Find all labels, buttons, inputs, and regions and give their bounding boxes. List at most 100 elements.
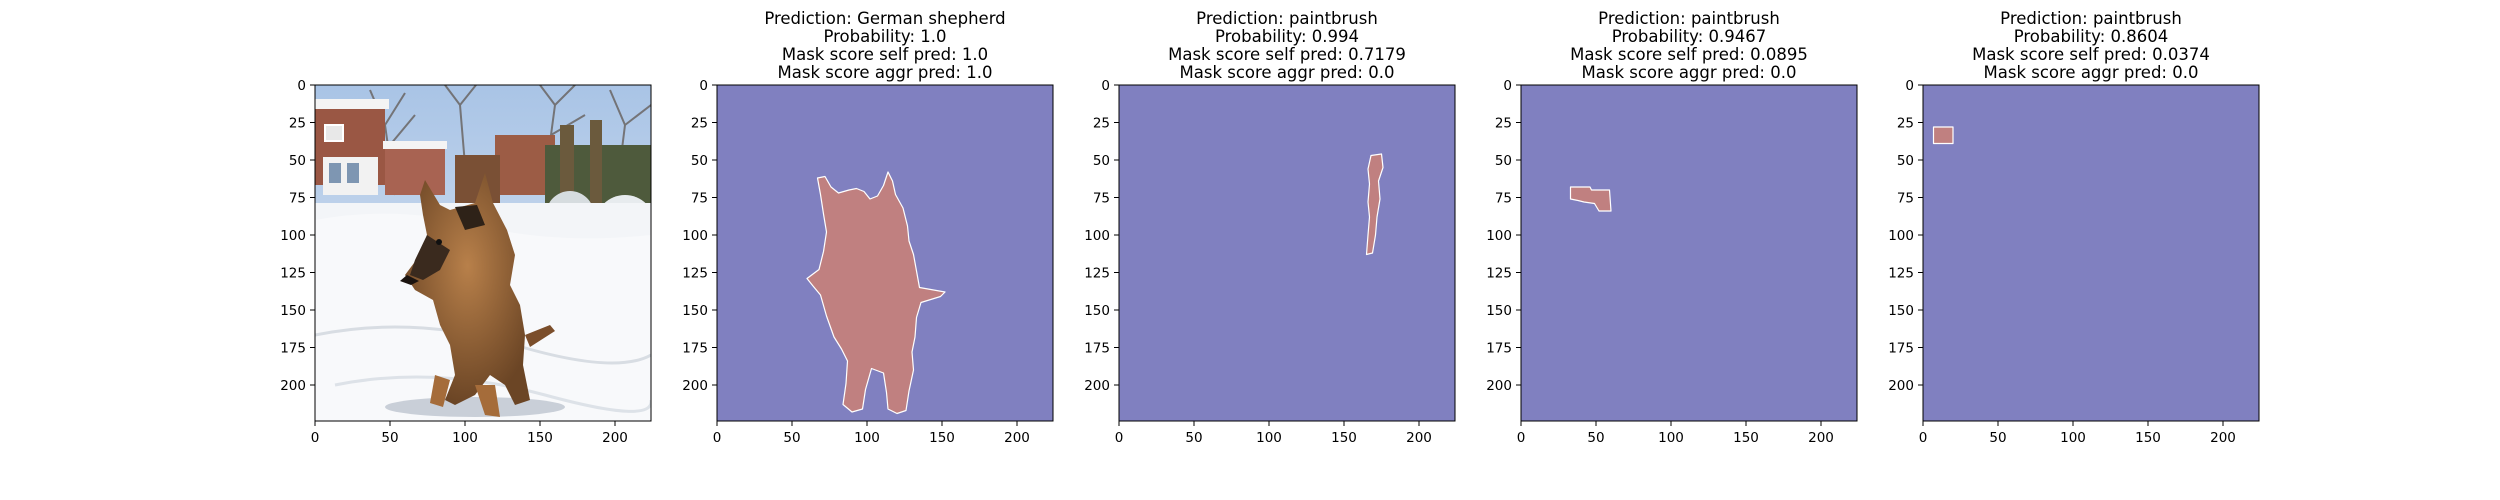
mask-panel-1: 0 50 100 150 200 0 25 50 75 100 125 150 175 200 Predic…: [682, 9, 1054, 446]
panel-title-line: Mask score aggr pred: 0.0: [1984, 63, 2199, 82]
y-tick-label: 100: [1084, 228, 1110, 244]
y-tick-label: 0: [297, 78, 306, 94]
photo-panel: 0 50 100 150 200 0 25 50 75 100 125 150 175 200: [280, 78, 652, 446]
y-tick-label: 125: [280, 266, 306, 282]
y-tick-label: 200: [280, 378, 306, 394]
x-tick-label: 100: [854, 430, 880, 446]
x-tick-label: 200: [1406, 430, 1432, 446]
x-tick-label: 50: [1587, 430, 1604, 446]
x-tick-label: 50: [381, 430, 398, 446]
y-tick-label: 175: [1486, 341, 1512, 357]
x-tick-label: 200: [602, 430, 628, 446]
y-tick-label: 0: [699, 78, 708, 94]
panel-title-line: Mask score self pred: 0.0374: [1972, 45, 2210, 64]
mask-panel-4: 0 50 100 150 200 0 25 50 75 100 125 150 175 200 Predic…: [1888, 9, 2260, 446]
y-tick-label: 150: [1486, 303, 1512, 319]
y-tick-label: 50: [691, 153, 708, 169]
panel-title-line: Mask score aggr pred: 0.0: [1582, 63, 1797, 82]
mask-region: [1569, 186, 1612, 212]
panel-title-line: Prediction: paintbrush: [2000, 9, 2182, 28]
x-tick-label: 50: [783, 430, 800, 446]
y-tick-label: 175: [682, 341, 708, 357]
x-tick-label: 0: [1115, 430, 1124, 446]
y-tick-label: 125: [1084, 266, 1110, 282]
x-tick-label: 150: [1733, 430, 1759, 446]
y-tick-label: 0: [1503, 78, 1512, 94]
y-tick-label: 100: [280, 228, 306, 244]
y-tick-label: 75: [1495, 191, 1512, 207]
y-tick-label: 75: [1897, 191, 1914, 207]
y-tick-label: 25: [289, 116, 306, 132]
y-tick-label: 0: [1905, 78, 1914, 94]
y-tick-label: 150: [1084, 303, 1110, 319]
panel-title-line: Probability: 0.8604: [2014, 27, 2169, 46]
y-tick-label: 75: [691, 191, 708, 207]
mask-background: [1119, 85, 1455, 421]
mask-region: [1365, 153, 1384, 256]
y-tick-label: 25: [1897, 116, 1914, 132]
panel-title-line: Prediction: paintbrush: [1196, 9, 1378, 28]
y-tick-label: 75: [1093, 191, 1110, 207]
mask-region: [1932, 126, 1954, 145]
x-tick-label: 0: [311, 430, 320, 446]
y-tick-label: 200: [682, 378, 708, 394]
y-tick-label: 50: [1495, 153, 1512, 169]
axes-frame: [716, 84, 1054, 422]
mask-panel-2: 0 50 100 150 200 0 25 50 75 100 125 150 175 200 Predic…: [1084, 9, 1456, 446]
x-tick-label: 50: [1185, 430, 1202, 446]
panel-title-line: Mask score aggr pred: 1.0: [778, 63, 993, 82]
y-tick-label: 0: [1101, 78, 1110, 94]
panel-title-line: Prediction: German shepherd: [764, 9, 1005, 28]
y-tick-label: 50: [289, 153, 306, 169]
panel-title-line: Mask score self pred: 1.0: [782, 45, 988, 64]
axes-frame: [1118, 84, 1456, 422]
y-tick-label: 75: [289, 191, 306, 207]
x-tick-label: 50: [1989, 430, 2006, 446]
panel-title-line: Probability: 0.9467: [1612, 27, 1767, 46]
x-tick-label: 0: [1517, 430, 1526, 446]
x-tick-label: 100: [2060, 430, 2086, 446]
y-tick-label: 175: [280, 341, 306, 357]
panel-title-line: Probability: 1.0: [823, 27, 946, 46]
mask-panel-3: 0 50 100 150 200 0 25 50 75 100 125 150 175 200 Predic…: [1486, 9, 1858, 446]
mask-background: [1521, 85, 1857, 421]
y-tick-label: 100: [682, 228, 708, 244]
mask-background: [1923, 85, 2259, 421]
y-tick-label: 50: [1897, 153, 1914, 169]
x-tick-label: 150: [527, 430, 553, 446]
x-tick-label: 200: [1808, 430, 1834, 446]
x-tick-label: 100: [1256, 430, 1282, 446]
panel-title-line: Prediction: paintbrush: [1598, 9, 1780, 28]
panel-title-line: Mask score aggr pred: 0.0: [1180, 63, 1395, 82]
y-tick-label: 175: [1888, 341, 1914, 357]
y-tick-label: 125: [1486, 266, 1512, 282]
y-tick-label: 125: [682, 266, 708, 282]
x-tick-label: 200: [1004, 430, 1030, 446]
y-tick-label: 150: [280, 303, 306, 319]
y-tick-label: 125: [1888, 266, 1914, 282]
y-tick-label: 200: [1084, 378, 1110, 394]
y-tick-label: 200: [1486, 378, 1512, 394]
x-tick-label: 200: [2210, 430, 2236, 446]
y-tick-label: 100: [1888, 228, 1914, 244]
photo-frame: [314, 84, 652, 422]
panel-title-line: Probability: 0.994: [1215, 27, 1359, 46]
x-tick-label: 100: [1658, 430, 1684, 446]
y-tick-label: 25: [1495, 116, 1512, 132]
x-tick-label: 0: [1919, 430, 1928, 446]
dog-photo: [315, 85, 651, 421]
panel-title-line: Mask score self pred: 0.0895: [1570, 45, 1808, 64]
x-tick-label: 150: [1331, 430, 1357, 446]
x-tick-label: 150: [929, 430, 955, 446]
y-tick-label: 50: [1093, 153, 1110, 169]
axes-frame: [1922, 84, 2260, 422]
x-tick-label: 100: [452, 430, 478, 446]
x-tick-label: 0: [713, 430, 722, 446]
y-tick-label: 150: [1888, 303, 1914, 319]
y-tick-label: 25: [1093, 116, 1110, 132]
mask-region: [806, 171, 946, 415]
axes-frame: [1520, 84, 1858, 422]
y-tick-label: 175: [1084, 341, 1110, 357]
y-tick-label: 150: [682, 303, 708, 319]
